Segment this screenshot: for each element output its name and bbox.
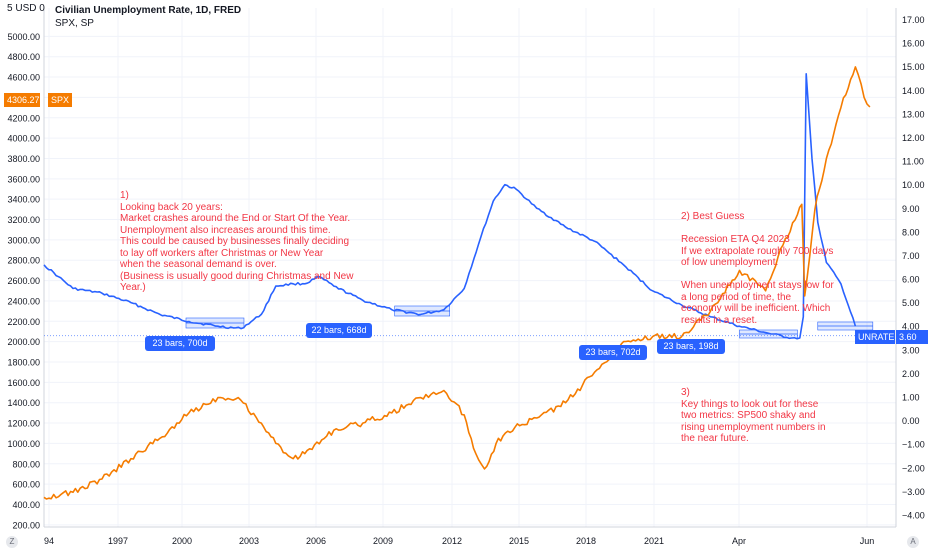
x-axis-tick-label: 2021 bbox=[644, 536, 664, 546]
left-axis-tick-label: 3600.00 bbox=[7, 174, 40, 184]
measurement-label-3[interactable]: 23 bars, 702d bbox=[579, 345, 647, 360]
series-line-spx bbox=[43, 66, 871, 500]
unrate-price-tag: 3.60 bbox=[896, 330, 928, 344]
right-axis-tick-label: 17.00 bbox=[902, 15, 925, 25]
x-axis-tick-label: 2009 bbox=[373, 536, 393, 546]
right-axis-tick-label: 14.00 bbox=[902, 86, 925, 96]
right-axis-tick-label: 4.00 bbox=[902, 322, 920, 332]
left-axis-tick-label: 1800.00 bbox=[7, 358, 40, 368]
x-axis-tick-label: 2012 bbox=[442, 536, 462, 546]
x-axis-tick-label: Jun bbox=[860, 536, 875, 546]
x-axis: 94 1997 2000 2003 2006 2009 2012 2015 2018 2021 Ap… bbox=[44, 536, 874, 546]
right-axis-tick-label: 12.00 bbox=[902, 133, 925, 143]
x-axis-tick-label: 2018 bbox=[576, 536, 596, 546]
right-axis-tick-label: 3.00 bbox=[902, 345, 920, 355]
currency-label: 5 USD 0 bbox=[7, 3, 45, 14]
spx-series-tag: SPX bbox=[48, 93, 72, 107]
x-axis-tick-label: 2015 bbox=[509, 536, 529, 546]
left-axis-tick-label: 4800.00 bbox=[7, 52, 40, 62]
left-axis-tick-label: 3800.00 bbox=[7, 154, 40, 164]
grid bbox=[43, 8, 897, 528]
left-axis-tick-label: 2400.00 bbox=[7, 296, 40, 306]
chart-subtitle: SPX, SP bbox=[55, 18, 94, 29]
left-axis-tick-label: 3200.00 bbox=[7, 215, 40, 225]
left-axis-tick-label: 2000.00 bbox=[7, 337, 40, 347]
annotation-note-1[interactable]: 1) Looking back 20 years: Market crashes… bbox=[120, 190, 354, 293]
unrate-price-value: 3.60 bbox=[899, 332, 917, 342]
measurement-label-2[interactable]: 22 bars, 668d bbox=[306, 323, 372, 338]
x-axis-tick-label: 94 bbox=[44, 536, 54, 546]
right-axis-tick-label: 16.00 bbox=[902, 39, 925, 49]
right-axis-tick-label: 2.00 bbox=[902, 369, 920, 379]
left-axis-tick-label: 200.00 bbox=[12, 520, 40, 530]
right-axis-tick-label: 1.00 bbox=[902, 393, 920, 403]
left-axis-tick-label: 4000.00 bbox=[7, 134, 40, 144]
right-axis-tick-label: 5.00 bbox=[902, 298, 920, 308]
left-axis-tick-label: 400.00 bbox=[12, 500, 40, 510]
unrate-series-tag: UNRATE bbox=[855, 330, 895, 344]
left-axis-tick-label: 1200.00 bbox=[7, 419, 40, 429]
right-axis-tick-label: 11.00 bbox=[902, 157, 924, 167]
left-axis-tick-label: 1400.00 bbox=[7, 398, 40, 408]
left-axis-tick-label: 3000.00 bbox=[7, 235, 40, 245]
left-axis-tick-label: 4600.00 bbox=[7, 73, 40, 83]
right-axis-tick-label: −4.00 bbox=[902, 511, 925, 521]
unrate-series-label: UNRATE bbox=[858, 332, 895, 342]
right-axis-tick-label: 6.00 bbox=[902, 275, 920, 285]
right-axis: −4.00 −3.00 −2.00 −1.00 0.00 1.00 2.00 3.00 4.00… bbox=[902, 15, 925, 521]
left-axis-tick-label: 2200.00 bbox=[7, 317, 40, 327]
measurement-label-4[interactable]: 23 bars, 198d bbox=[657, 339, 725, 354]
right-axis-tick-label: −3.00 bbox=[902, 487, 925, 497]
spx-price-tag: 4306.27 bbox=[4, 93, 40, 107]
series-line-unrate bbox=[43, 73, 857, 340]
left-axis-tick-label: 1600.00 bbox=[7, 378, 40, 388]
right-axis-tick-label: 8.00 bbox=[902, 227, 920, 237]
annotation-note-2[interactable]: 2) Best Guess Recession ETA Q4 2023 If w… bbox=[681, 211, 834, 326]
right-axis-tick-label: 7.00 bbox=[902, 251, 920, 261]
left-axis-tick-label: 600.00 bbox=[12, 480, 40, 490]
left-axis-tick-label: 2800.00 bbox=[7, 256, 40, 266]
spx-price-value: 4306.27 bbox=[7, 95, 40, 105]
left-axis-tick-label: 2600.00 bbox=[7, 276, 40, 286]
x-axis-tick-label: 2003 bbox=[239, 536, 259, 546]
left-axis-tick-label: 800.00 bbox=[12, 459, 40, 469]
auto-scale-button[interactable]: A bbox=[907, 536, 919, 548]
right-axis-tick-label: 10.00 bbox=[902, 180, 925, 190]
zoom-button[interactable]: Z bbox=[6, 536, 18, 548]
left-axis-tick-label: 4200.00 bbox=[7, 113, 40, 123]
right-axis-tick-label: 13.00 bbox=[902, 109, 925, 119]
x-axis-tick-label: 2000 bbox=[172, 536, 192, 546]
right-axis-tick-label: −1.00 bbox=[902, 440, 925, 450]
annotation-note-3[interactable]: 3) Key things to look out for these two … bbox=[681, 387, 826, 444]
series-group bbox=[43, 66, 871, 500]
spx-series-label: SPX bbox=[51, 95, 70, 105]
right-axis-tick-label: 9.00 bbox=[902, 204, 920, 214]
chart-title: Civilian Unemployment Rate, 1D, FRED bbox=[55, 5, 242, 16]
right-axis-tick-label: −2.00 bbox=[902, 463, 925, 473]
right-axis-tick-label: 15.00 bbox=[902, 62, 925, 72]
x-axis-tick-label: 1997 bbox=[108, 536, 128, 546]
x-axis-tick-label: 2006 bbox=[306, 536, 326, 546]
right-axis-tick-label: 0.00 bbox=[902, 416, 920, 426]
x-axis-tick-label: Apr bbox=[732, 536, 746, 546]
left-axis-tick-label: 1000.00 bbox=[7, 439, 40, 449]
measurement-label-1[interactable]: 23 bars, 700d bbox=[145, 336, 215, 351]
left-axis-tick-label: 5000.00 bbox=[7, 32, 40, 42]
left-axis-tick-label: 3400.00 bbox=[7, 195, 40, 205]
